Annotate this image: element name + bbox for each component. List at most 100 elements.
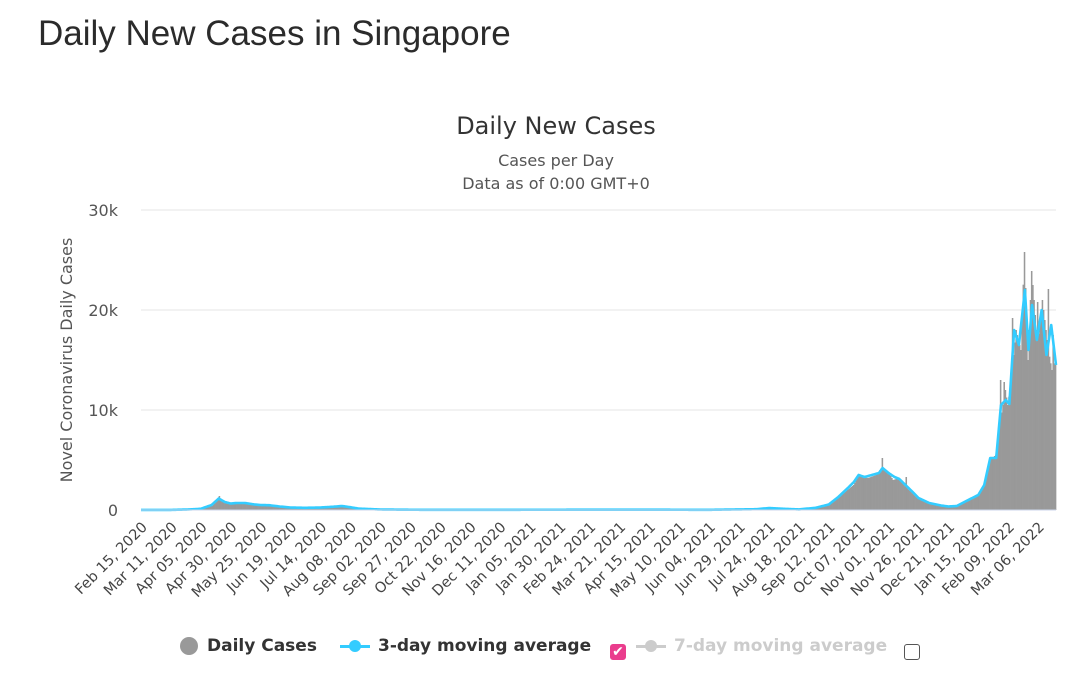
- daily-case-bar: [272, 505, 274, 510]
- daily-case-bar: [885, 470, 887, 510]
- daily-case-bar: [818, 507, 820, 510]
- daily-case-bar: [314, 507, 316, 510]
- daily-case-bar: [956, 505, 959, 510]
- daily-case-bar: [1041, 300, 1044, 510]
- daily-case-bar: [209, 506, 211, 510]
- daily-case-bar: [324, 507, 327, 510]
- legend-item-daily-cases[interactable]: Daily Cases: [180, 636, 317, 656]
- daily-case-bar: [883, 469, 886, 510]
- chart-subtitle-line-2: Data as of 0:00 GMT+0: [462, 174, 650, 193]
- daily-case-bar: [330, 506, 333, 510]
- daily-case-bar: [857, 476, 860, 510]
- daily-case-bar: [1016, 335, 1019, 510]
- daily-case-bar: [892, 480, 894, 510]
- daily-case-bar: [924, 501, 927, 510]
- daily-case-bar: [348, 506, 351, 510]
- daily-case-bar: [1027, 360, 1029, 510]
- daily-case-bar: [838, 497, 841, 510]
- daily-case-bar: [286, 507, 289, 510]
- daily-case-bar: [917, 499, 919, 510]
- daily-case-bar: [912, 494, 915, 510]
- daily-case-bar: [868, 477, 870, 510]
- daily-case-bar: [1032, 285, 1034, 510]
- daily-case-bar: [972, 497, 974, 510]
- daily-case-bar: [1003, 382, 1005, 510]
- daily-case-bar: [935, 504, 937, 510]
- daily-case-bar: [928, 503, 930, 510]
- daily-case-bar: [843, 493, 845, 510]
- daily-case-bar: [987, 465, 990, 510]
- daily-case-bar: [247, 503, 249, 510]
- daily-case-bar: [872, 476, 874, 510]
- daily-case-bar: [936, 504, 939, 510]
- daily-case-bar: [244, 503, 247, 510]
- daily-case-bar: [225, 502, 228, 510]
- daily-case-bar: [1013, 355, 1015, 510]
- ma3-series: [140, 288, 1058, 512]
- daily-case-bar: [224, 502, 227, 510]
- daily-case-bar: [345, 506, 347, 510]
- daily-case-bar: [310, 507, 313, 510]
- daily-case-bar: [969, 499, 972, 510]
- daily-case-bar: [850, 487, 853, 510]
- legend-item-ma7[interactable]: 7-day moving average: [636, 636, 887, 656]
- daily-case-bar: [962, 503, 965, 510]
- daily-case-bar: [1046, 340, 1048, 510]
- daily-case-bar: [1017, 340, 1020, 510]
- daily-case-bar: [229, 503, 231, 510]
- ma7-checkbox[interactable]: [904, 644, 920, 660]
- daily-case-bar: [249, 504, 252, 510]
- daily-case-bar: [915, 496, 917, 510]
- daily-case-bar: [852, 485, 855, 510]
- legend-item-ma3[interactable]: 3-day moving average: [340, 636, 591, 656]
- daily-case-bar: [895, 478, 898, 510]
- daily-case-bar: [287, 507, 290, 510]
- daily-case-bar: [894, 479, 897, 510]
- daily-case-bar: [253, 504, 255, 510]
- daily-case-bar: [241, 503, 243, 510]
- daily-case-bar: [837, 498, 839, 510]
- daily-case-bar: [849, 488, 851, 510]
- daily-case-bar: [264, 505, 266, 510]
- daily-case-bar: [904, 486, 906, 510]
- daily-case-bar: [327, 507, 329, 510]
- daily-case-bar: [926, 502, 929, 510]
- daily-case-bar: [1042, 310, 1045, 510]
- daily-case-bar: [1001, 412, 1003, 510]
- daily-case-bar: [919, 499, 922, 510]
- daily-case-bar: [1010, 380, 1013, 510]
- daily-case-bar: [893, 479, 896, 510]
- ma3-checkbox[interactable]: ✔: [610, 644, 626, 660]
- daily-case-bar: [825, 505, 827, 510]
- daily-case-bar: [322, 507, 325, 510]
- daily-case-bar: [270, 505, 272, 510]
- daily-case-bar: [993, 456, 996, 510]
- daily-case-bar: [823, 506, 825, 510]
- daily-case-bar: [989, 460, 991, 510]
- daily-case-bar: [921, 500, 923, 510]
- y-axis-label: Novel Coronavirus Daily Cases: [57, 238, 76, 483]
- daily-case-bar: [271, 505, 273, 510]
- daily-case-bar: [898, 478, 900, 510]
- daily-case-bar: [986, 470, 989, 510]
- daily-case-bar: [232, 503, 235, 510]
- daily-case-bar: [984, 480, 986, 510]
- daily-case-bar: [906, 488, 909, 510]
- daily-case-bar: [240, 503, 242, 510]
- daily-case-bar: [1002, 405, 1004, 510]
- daily-case-bar: [347, 506, 350, 510]
- daily-case-bar: [237, 503, 240, 510]
- daily-case-bar: [832, 501, 835, 510]
- y-tick-label: 10k: [88, 401, 118, 420]
- daily-case-bar: [876, 473, 879, 510]
- daily-case-bar: [829, 504, 831, 511]
- daily-case-bar: [932, 503, 935, 510]
- daily-case-bar: [887, 472, 890, 510]
- legend-line-dot-icon: [636, 637, 666, 655]
- daily-case-bar: [1033, 300, 1035, 510]
- daily-case-bar: [211, 506, 214, 510]
- daily-case-bar: [983, 485, 985, 510]
- daily-case-bar: [274, 506, 277, 510]
- daily-case-bar: [888, 474, 891, 510]
